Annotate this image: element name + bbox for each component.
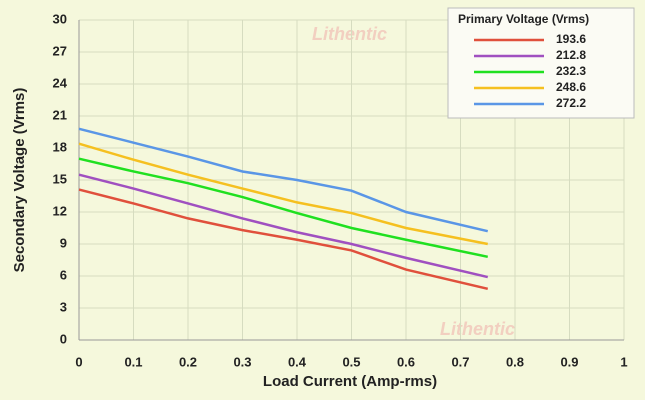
series-line [78, 157, 489, 259]
legend-title: Primary Voltage (Vrms) [458, 12, 589, 26]
y-tick-label: 12 [53, 203, 67, 218]
x-tick-label: 0.4 [288, 354, 307, 369]
watermark: Lithentic [440, 319, 515, 339]
y-axis-title: Secondary Voltage (Vrms) [11, 88, 28, 273]
y-tick-label: 3 [60, 299, 67, 314]
legend-label: 248.6 [556, 80, 586, 94]
series-line [78, 127, 489, 233]
legend-box [447, 7, 635, 119]
y-tick-label: 15 [53, 171, 67, 186]
x-tick-label: 0.9 [560, 354, 578, 369]
x-tick-label: 0.2 [179, 354, 197, 369]
legend-label: 272.2 [556, 96, 586, 110]
watermark: Lithentic [312, 24, 387, 44]
legend-label: 212.8 [556, 48, 586, 62]
y-tick-label: 6 [60, 267, 67, 282]
series-line [78, 142, 488, 246]
y-tick-label: 0 [60, 331, 67, 346]
y-tick-label: 30 [53, 11, 67, 26]
series-line [78, 188, 489, 291]
x-tick-label: 0.1 [124, 354, 142, 369]
legend-label: 232.3 [556, 64, 586, 78]
legend-label: 193.6 [556, 32, 586, 46]
x-tick-label: 0.5 [342, 354, 360, 369]
x-tick-label: 0.7 [451, 354, 469, 369]
y-tick-label: 24 [53, 75, 68, 90]
y-tick-label: 18 [53, 139, 67, 154]
y-tick-label: 27 [53, 43, 67, 58]
x-axis-title: Load Current (Amp-rms) [263, 373, 437, 390]
y-tick-label: 21 [53, 107, 67, 122]
x-tick-label: 0.3 [233, 354, 251, 369]
x-tick-label: 0.6 [397, 354, 415, 369]
x-tick-label: 0.8 [506, 354, 524, 369]
x-tick-label: 0 [75, 354, 82, 369]
x-tick-label: 1 [620, 354, 627, 369]
series-line [78, 173, 489, 279]
y-tick-label: 9 [60, 235, 67, 250]
